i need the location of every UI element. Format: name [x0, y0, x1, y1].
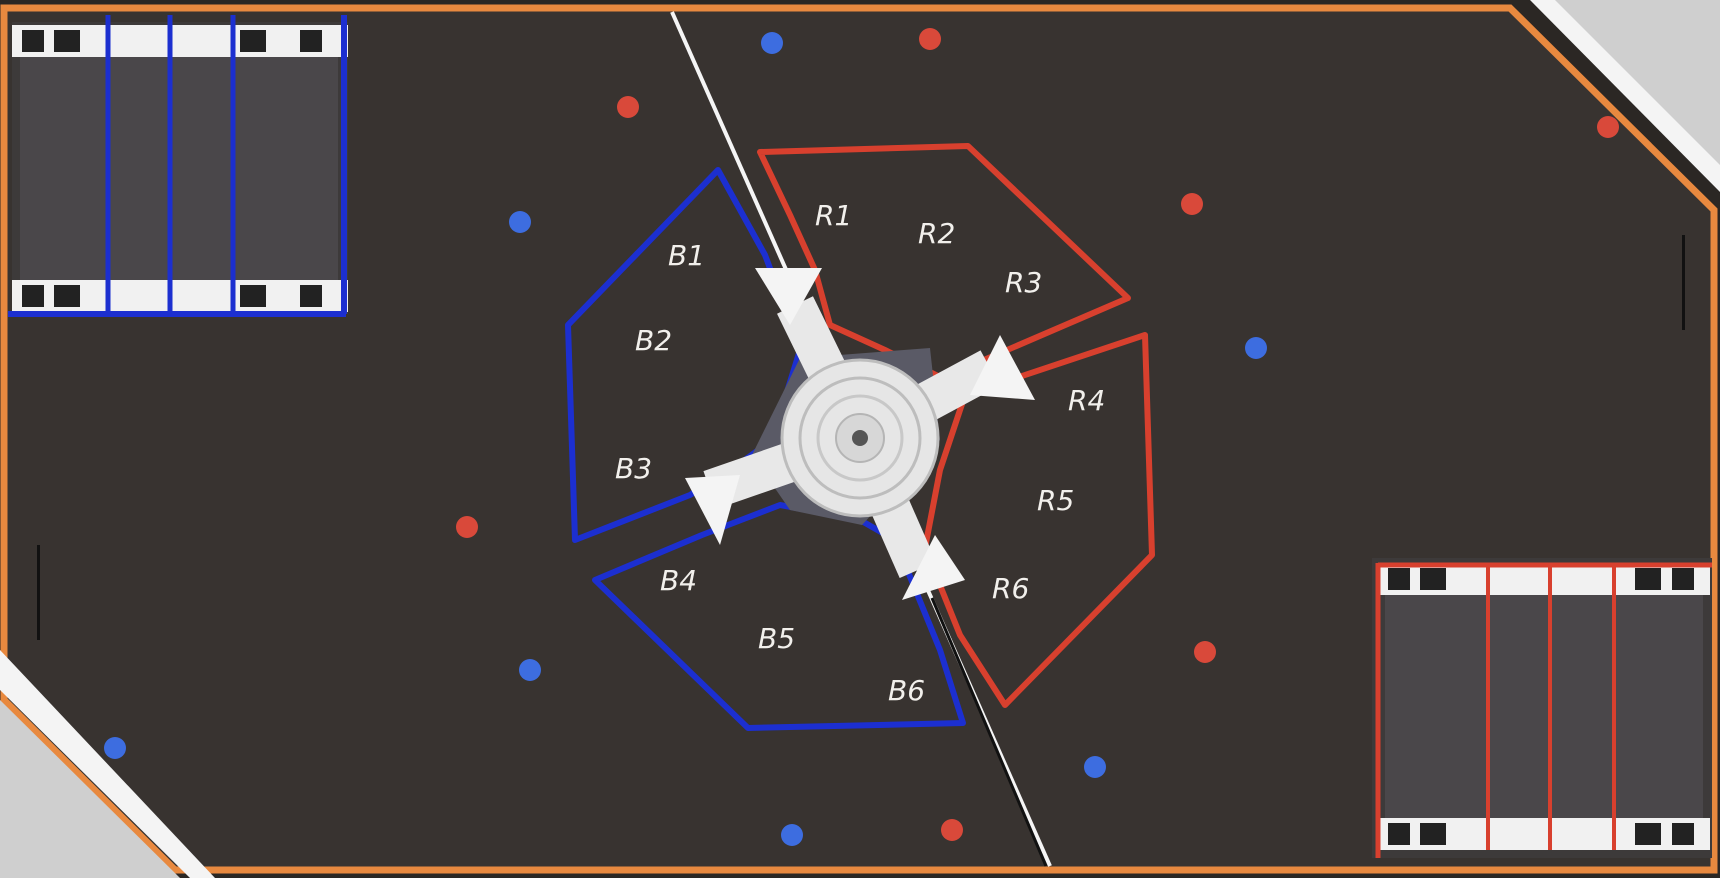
red-zone-upper: [757, 143, 1131, 381]
blue-ball: [781, 824, 803, 846]
spinner-arm-tip: [970, 335, 1035, 400]
zone-label-r3: R3: [1005, 266, 1042, 299]
spinner-arm-tip: [685, 475, 740, 545]
zone-label-b3: B3: [615, 452, 652, 485]
zone-labels: B1 B2 B3 B4 B5 B6 R1 R2 R3 R4 R5 R6: [615, 199, 1105, 707]
red-ball: [1181, 193, 1203, 215]
side-marker: [37, 545, 40, 640]
red-ball: [1597, 116, 1619, 138]
zone-label-r4: R4: [1068, 384, 1105, 417]
red-ball: [1194, 641, 1216, 663]
red-ball: [617, 96, 639, 118]
center-line-shadow: [930, 597, 1048, 867]
zone-label-b6: B6: [888, 674, 925, 707]
center-spinner: [685, 268, 1035, 600]
side-marker: [1682, 235, 1685, 330]
blue-ball: [1245, 337, 1267, 359]
blue-ball: [104, 737, 126, 759]
blue-ball: [519, 659, 541, 681]
zone-label-r2: R2: [918, 217, 955, 250]
corner-ramp-bottom-left: [0, 650, 215, 878]
blue-ball: [761, 32, 783, 54]
balls: [104, 28, 1619, 846]
blue-ball: [1084, 756, 1106, 778]
red-ball: [919, 28, 941, 50]
blue-ball: [509, 211, 531, 233]
spinner-arm-tip: [902, 535, 965, 600]
zone-label-r5: R5: [1037, 484, 1074, 517]
zone-label-b2: B2: [635, 324, 672, 357]
red-zones: [757, 143, 1155, 708]
spinner-arm-tip: [755, 268, 822, 325]
zone-label-r1: R1: [815, 199, 852, 232]
zone-label-b4: B4: [660, 564, 697, 597]
zone-label-r6: R6: [992, 572, 1029, 605]
red-goal-platform: [1372, 558, 1712, 858]
zone-label-b5: B5: [758, 622, 795, 655]
red-ball: [941, 819, 963, 841]
red-ball: [456, 516, 478, 538]
corner-ramp-top-right: [1530, 0, 1720, 192]
red-zone-lower: [922, 332, 1155, 708]
blue-goal-platform: [8, 15, 348, 317]
zone-label-b1: B1: [668, 239, 705, 272]
